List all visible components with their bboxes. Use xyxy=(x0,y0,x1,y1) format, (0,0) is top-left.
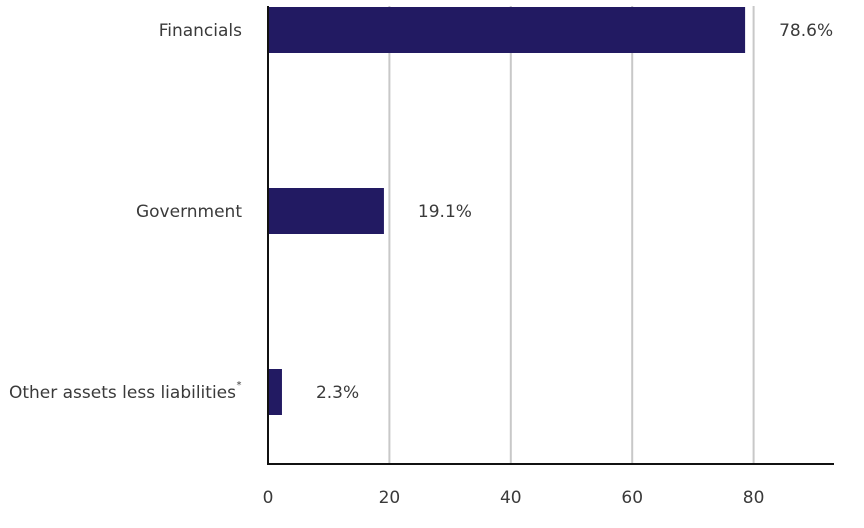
value-label-financials: 78.6% xyxy=(779,21,833,41)
x-tick-label-0: 0 xyxy=(263,488,274,508)
value-label-other-assets-less-liabilities: 2.3% xyxy=(316,383,359,403)
x-tick-label-40: 40 xyxy=(500,488,522,508)
category-label-other-assets-less-liabilities: Other assets less liabilities xyxy=(9,383,236,403)
axes xyxy=(267,6,834,465)
x-tick-label-20: 20 xyxy=(379,488,401,508)
grid-lines xyxy=(388,6,755,464)
bar-other-assets-less-liabilities xyxy=(268,369,282,415)
bars xyxy=(268,7,746,415)
category-label-government: Government xyxy=(136,202,242,222)
bar-financials xyxy=(268,7,746,53)
category-label-financials: Financials xyxy=(159,21,242,41)
bar-government xyxy=(268,188,384,234)
footnote-mark: * xyxy=(237,380,242,391)
value-label-government: 19.1% xyxy=(418,202,472,222)
labels: 0 20 40 60 80 Financials Government Other asset… xyxy=(9,21,833,508)
x-tick-label-80: 80 xyxy=(743,488,765,508)
x-tick-label-60: 60 xyxy=(621,488,643,508)
